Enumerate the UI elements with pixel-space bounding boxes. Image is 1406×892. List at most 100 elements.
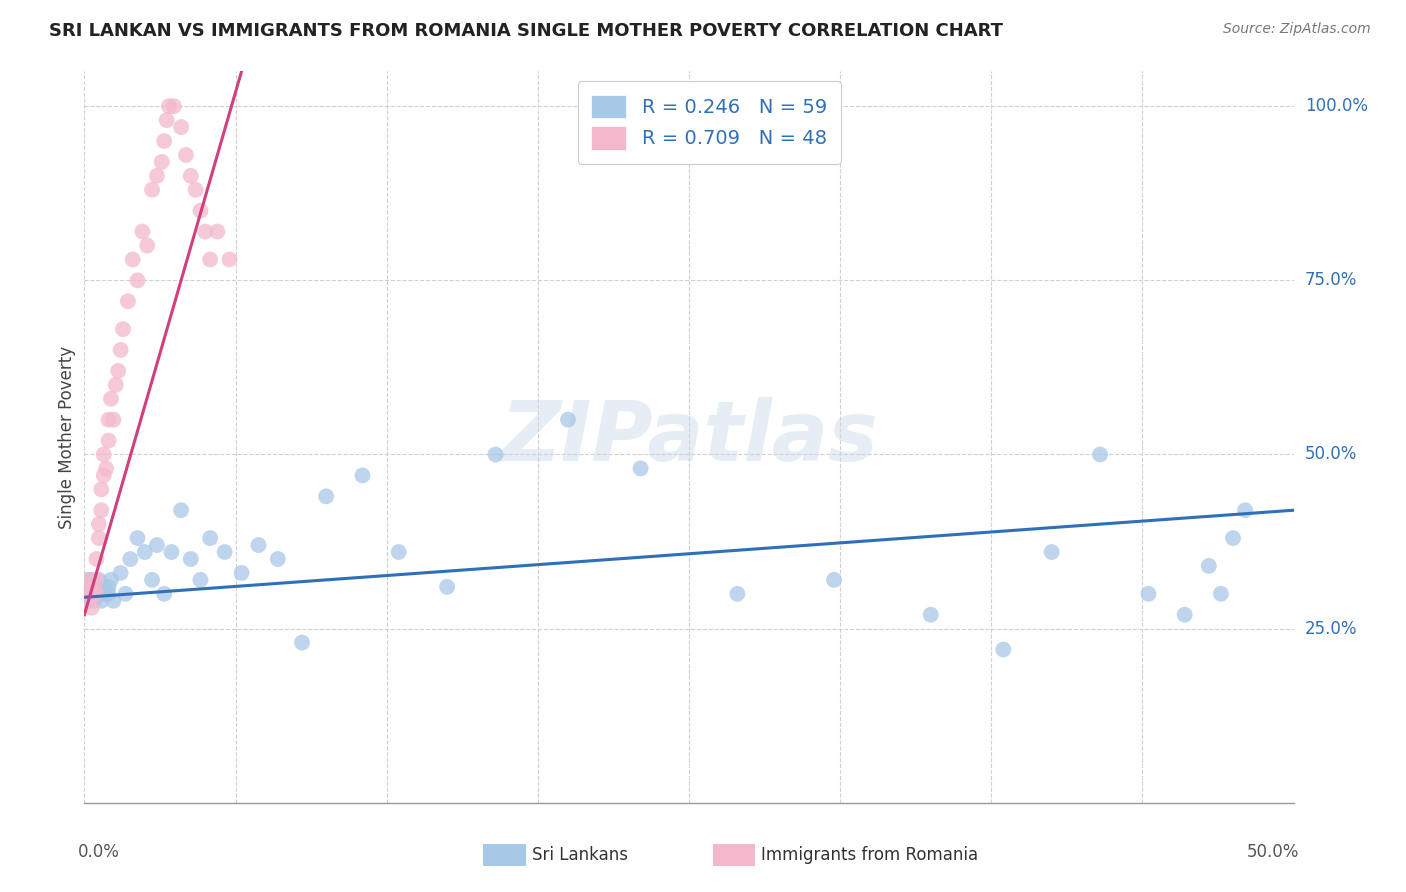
Point [180, 552, 202, 566]
Text: Source: ZipAtlas.com: Source: ZipAtlas.com [1223, 22, 1371, 37]
Point [134, 545, 156, 559]
Point [194, 225, 217, 239]
Bar [713, 845, 755, 866]
Point [1040, 545, 1063, 559]
Text: 0.0%: 0.0% [79, 843, 120, 861]
Legend: R = 0.246   N = 59, R = 0.709   N = 48: R = 0.246 N = 59, R = 0.709 N = 48 [578, 81, 841, 163]
Point [121, 252, 143, 267]
Point [107, 364, 129, 378]
Point [1209, 587, 1232, 601]
Point [117, 294, 139, 309]
Point [247, 538, 270, 552]
Point [93, 448, 115, 462]
Point [90, 594, 112, 608]
Point [436, 580, 458, 594]
Point [1222, 531, 1244, 545]
Point [484, 448, 506, 462]
Text: ZIPatlas: ZIPatlas [501, 397, 877, 477]
Point [94, 461, 117, 475]
Point [198, 252, 221, 267]
Point [120, 552, 142, 566]
Point [170, 120, 193, 134]
Point [231, 566, 253, 580]
Point [557, 412, 579, 426]
Point [146, 169, 169, 183]
Point [86, 587, 108, 601]
Point [90, 483, 112, 497]
Point [80, 573, 103, 587]
Point [83, 587, 105, 601]
Text: 50.0%: 50.0% [1247, 843, 1299, 861]
Point [86, 580, 108, 594]
Point [267, 552, 290, 566]
Point [1088, 448, 1111, 462]
Point [157, 99, 180, 113]
Bar [484, 845, 526, 866]
Point [86, 573, 108, 587]
Point [218, 252, 240, 267]
Point [170, 503, 193, 517]
Point [112, 322, 135, 336]
Point [155, 113, 177, 128]
Point [104, 377, 127, 392]
Point [87, 531, 110, 545]
Point [1137, 587, 1160, 601]
Point [150, 155, 173, 169]
Point [153, 587, 176, 601]
Point [1234, 503, 1257, 517]
Point [163, 99, 186, 113]
Point [920, 607, 942, 622]
Point [90, 587, 112, 601]
Point [630, 461, 652, 475]
Text: Immigrants from Romania: Immigrants from Romania [762, 847, 979, 864]
Point [97, 412, 120, 426]
Point [76, 587, 98, 601]
Point [110, 343, 132, 357]
Text: 25.0%: 25.0% [1305, 620, 1357, 638]
Point [198, 531, 221, 545]
Point [153, 134, 176, 148]
Point [352, 468, 374, 483]
Point [86, 552, 108, 566]
Point [90, 503, 112, 517]
Point [1198, 558, 1220, 573]
Point [141, 573, 163, 587]
Point [160, 545, 183, 559]
Point [136, 238, 159, 252]
Point [76, 573, 98, 587]
Point [100, 392, 122, 406]
Point [174, 148, 197, 162]
Point [207, 225, 229, 239]
Point [103, 594, 125, 608]
Point [93, 580, 115, 594]
Text: 100.0%: 100.0% [1305, 97, 1368, 115]
Point [93, 587, 115, 601]
Point [77, 580, 100, 594]
Point [146, 538, 169, 552]
Point [76, 580, 98, 594]
Point [100, 573, 122, 587]
Point [725, 587, 748, 601]
Point [823, 573, 845, 587]
Point [97, 434, 120, 448]
Point [388, 545, 411, 559]
Point [80, 600, 103, 615]
Point [80, 587, 103, 601]
Point [77, 594, 100, 608]
Text: Sri Lankans: Sri Lankans [531, 847, 627, 864]
Point [315, 489, 337, 503]
Text: SRI LANKAN VS IMMIGRANTS FROM ROMANIA SINGLE MOTHER POVERTY CORRELATION CHART: SRI LANKAN VS IMMIGRANTS FROM ROMANIA SI… [49, 22, 1004, 40]
Text: 75.0%: 75.0% [1305, 271, 1357, 289]
Point [83, 594, 105, 608]
Point [76, 587, 98, 601]
Point [110, 566, 132, 580]
Point [83, 580, 105, 594]
Point [131, 225, 153, 239]
Point [291, 635, 314, 649]
Y-axis label: Single Mother Poverty: Single Mother Poverty [58, 345, 76, 529]
Point [180, 169, 202, 183]
Point [993, 642, 1015, 657]
Point [83, 587, 105, 601]
Point [80, 587, 103, 601]
Point [80, 587, 103, 601]
